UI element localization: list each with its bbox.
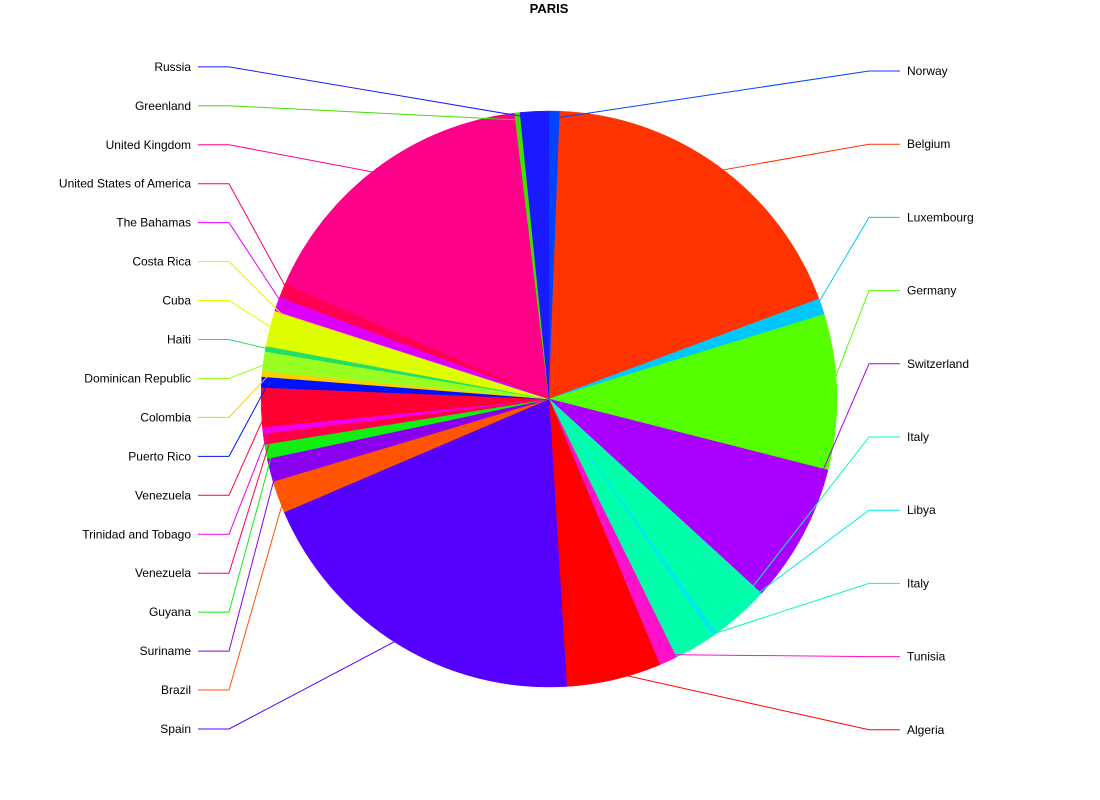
slice-label-luxembourg-2: Luxembourg [907,210,974,224]
slice-label-norway-0: Norway [907,64,948,78]
slice-label-algeria-9: Algeria [907,723,945,737]
slice-label-trinidad-and-tobago-15: Trinidad and Tobago [82,527,191,541]
leader-line-cuba-21 [198,300,277,332]
slice-label-venezuela-14: Venezuela [135,566,191,580]
leader-line-venezuela-14 [198,437,272,574]
slice-label-suriname-12: Suriname [140,644,192,658]
slice-label-haiti-20: Haiti [167,333,191,347]
slice-label-libya-6: Libya [907,503,936,517]
leader-line-suriname-12 [198,468,278,652]
slice-label-united-kingdom-25: United Kingdom [106,138,191,152]
slice-label-puerto-rico-17: Puerto Rico [128,449,191,463]
slice-label-italy-5: Italy [907,430,929,444]
leader-line-russia-27 [198,66,535,120]
leader-line-greenland-26 [198,105,519,121]
leader-line-puerto-rico-17 [198,382,270,457]
leader-line-tunisia-8 [665,654,900,658]
leader-line-colombia-18 [198,374,270,418]
slice-label-dominican-republic-19: Dominican Republic [84,371,191,385]
pie-slice-belgium-1 [548,110,820,400]
leader-line-norway-0 [554,70,900,119]
chart-title: PARIS [530,1,569,16]
slice-label-venezuela-16: Venezuela [135,488,191,502]
leader-line-brazil-11 [198,494,286,691]
pie-slice-russia-27 [519,110,550,400]
slice-label-spain-10: Spain [160,722,191,736]
leader-line-germany-3 [829,290,900,393]
slice-label-cuba-21: Cuba [162,294,191,308]
leader-line-united-states-of-america-24 [198,183,290,294]
slice-label-russia-27: Russia [154,60,191,74]
leader-line-trinidad-and-tobago-15 [198,429,271,535]
slice-label-switzerland-4: Switzerland [907,357,969,371]
leader-line-united-kingdom-25 [198,144,382,175]
slice-label-brazil-11: Brazil [161,683,191,697]
slice-label-colombia-18: Colombia [140,410,191,424]
slice-label-tunisia-8: Tunisia [907,650,946,664]
leader-line-haiti-20 [198,339,273,351]
slice-label-united-states-of-america-24: United States of America [59,177,191,191]
leader-line-spain-10 [198,637,402,730]
leader-line-belgium-1 [713,143,900,173]
pie-slice-spain-10 [283,398,567,688]
leader-line-the-bahamas-23 [198,222,285,307]
leader-line-italy-7 [690,582,900,642]
leader-line-switzerland-4 [795,363,900,533]
leader-line-libya-6 [710,509,900,630]
slice-label-italy-7: Italy [907,576,929,590]
leader-line-costa-rica-22 [198,261,282,315]
leader-line-italy-5 [735,436,900,610]
leader-line-dominican-republic-19 [198,361,271,379]
slice-label-belgium-1: Belgium [907,137,950,151]
leader-line-algeria-9 [612,672,900,731]
pie-slice-switzerland-4 [548,398,829,594]
leader-line-guyana-13 [198,450,274,613]
slice-label-costa-rica-22: Costa Rica [132,255,191,269]
slice-label-germany-3: Germany [907,284,956,298]
slice-label-greenland-26: Greenland [135,99,191,113]
leader-line-venezuela-16 [198,406,269,496]
slice-label-the-bahamas-23: The Bahamas [116,216,191,230]
pie-slice-germany-3 [548,314,838,471]
slice-label-guyana-13: Guyana [149,605,191,619]
leader-line-luxembourg-2 [814,216,900,310]
